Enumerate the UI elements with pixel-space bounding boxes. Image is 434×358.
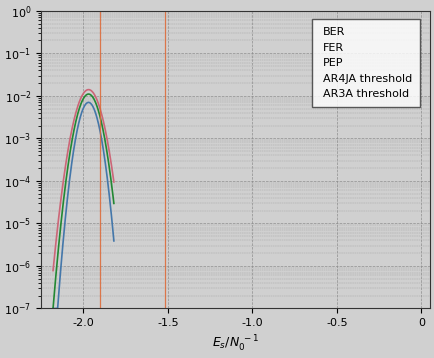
PEP	[106, 147, 112, 152]
PEP	[67, 141, 72, 145]
PEP	[62, 171, 67, 176]
BER	[54, 306, 59, 311]
FER	[108, 179, 114, 183]
FER	[53, 278, 58, 282]
BER	[106, 190, 112, 195]
FER	[54, 264, 59, 268]
Line: BER: BER	[53, 102, 114, 309]
FER	[62, 192, 67, 196]
BER	[62, 226, 67, 231]
BER	[111, 239, 116, 243]
BER	[108, 211, 114, 215]
FER	[86, 92, 91, 96]
FER	[111, 201, 116, 205]
PEP	[86, 87, 91, 92]
FER	[106, 163, 112, 168]
PEP	[111, 180, 116, 184]
Legend: BER, FER, PEP, AR4JA threshold, AR3A threshold: BER, FER, PEP, AR4JA threshold, AR3A thr…	[312, 19, 421, 107]
PEP	[108, 161, 114, 165]
PEP	[54, 233, 59, 237]
Line: PEP: PEP	[53, 90, 114, 271]
BER	[50, 306, 56, 311]
FER	[67, 155, 72, 160]
PEP	[50, 268, 56, 273]
FER	[50, 306, 56, 310]
BER	[67, 180, 72, 185]
X-axis label: $E_s /N_0^{\ -1}$: $E_s /N_0^{\ -1}$	[212, 334, 259, 354]
BER	[86, 100, 91, 105]
BER	[53, 306, 58, 311]
Line: FER: FER	[53, 94, 114, 308]
PEP	[53, 245, 58, 249]
